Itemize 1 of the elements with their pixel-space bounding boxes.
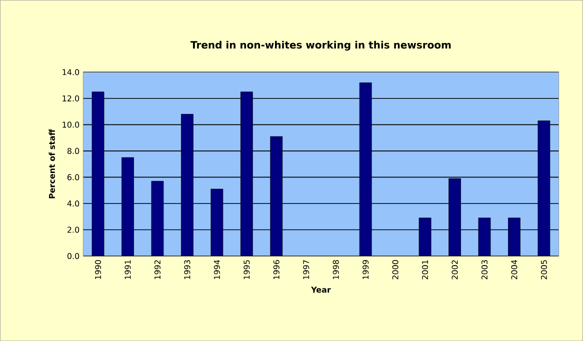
chart-title: Trend in non-whites working in this newsroom [190, 40, 451, 51]
